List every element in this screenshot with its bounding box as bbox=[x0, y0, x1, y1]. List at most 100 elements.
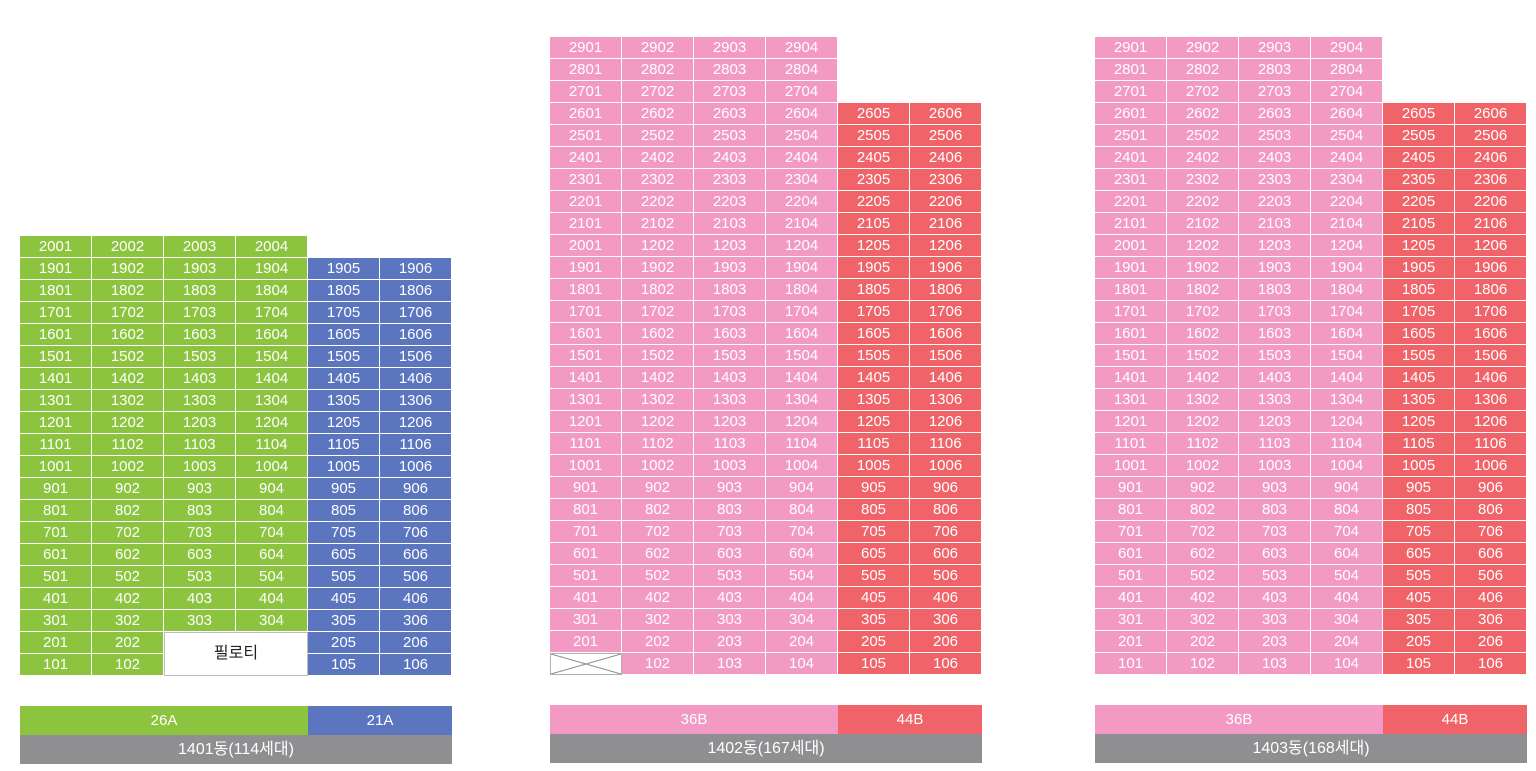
unit-cell: 1702 bbox=[622, 301, 694, 323]
unit-cell: 2803 bbox=[1239, 59, 1311, 81]
unit-cell: 1005 bbox=[838, 455, 910, 477]
unit-cell: 2804 bbox=[766, 59, 838, 81]
unit-cell: 102 bbox=[92, 654, 164, 676]
unit-cell: 1906 bbox=[380, 258, 452, 280]
unit-cell: 1206 bbox=[380, 412, 452, 434]
unit-cell: 904 bbox=[236, 478, 308, 500]
unit-cell: 1705 bbox=[1383, 301, 1455, 323]
unit-cell: 1703 bbox=[694, 301, 766, 323]
unit-cell: 1503 bbox=[1239, 345, 1311, 367]
unit-cell: 202 bbox=[92, 632, 164, 654]
unit-cell: 2603 bbox=[1239, 103, 1311, 125]
unit-cell: 402 bbox=[622, 587, 694, 609]
cross-mark-icon bbox=[551, 654, 621, 674]
unit-cell: 2105 bbox=[838, 213, 910, 235]
unit-cell: 2001 bbox=[550, 235, 622, 257]
unit-cell: 904 bbox=[766, 477, 838, 499]
unit-cell: 305 bbox=[1383, 609, 1455, 631]
unit-cell: 204 bbox=[1311, 631, 1383, 653]
unit-cell: 603 bbox=[164, 544, 236, 566]
unit-cell: 706 bbox=[1455, 521, 1527, 543]
unit-cell: 403 bbox=[164, 588, 236, 610]
unit-cell: 1403 bbox=[1239, 367, 1311, 389]
unit-cell: 1303 bbox=[1239, 389, 1311, 411]
building-label: 1402동(167세대) bbox=[550, 734, 982, 763]
unit-cell: 1301 bbox=[550, 389, 622, 411]
unit-cell: 1901 bbox=[20, 258, 92, 280]
unit-cell: 1001 bbox=[1095, 455, 1167, 477]
unit-cell: 1204 bbox=[1311, 235, 1383, 257]
unit-cell: 2503 bbox=[694, 125, 766, 147]
unit-cell: 706 bbox=[910, 521, 982, 543]
unit-cell: 1004 bbox=[236, 456, 308, 478]
unit-cell: 302 bbox=[1167, 609, 1239, 631]
unit-cell: 1902 bbox=[622, 257, 694, 279]
unit-cell: 2301 bbox=[1095, 169, 1167, 191]
unit-cell: 1604 bbox=[236, 324, 308, 346]
unit-cell: 1403 bbox=[164, 368, 236, 390]
unit-cell: 2101 bbox=[1095, 213, 1167, 235]
unit-cell: 2606 bbox=[1455, 103, 1527, 125]
unit-cell: 805 bbox=[308, 500, 380, 522]
unit-cell: 803 bbox=[694, 499, 766, 521]
unit-cell: 2401 bbox=[550, 147, 622, 169]
unit-cell: 305 bbox=[838, 609, 910, 631]
unit-cell: 202 bbox=[1167, 631, 1239, 653]
unit-cell: 704 bbox=[1311, 521, 1383, 543]
unit-cell: 504 bbox=[766, 565, 838, 587]
unit-cell: 602 bbox=[622, 543, 694, 565]
unit-cell: 1802 bbox=[622, 279, 694, 301]
unit-cell: 905 bbox=[1383, 477, 1455, 499]
unit-cell: 1302 bbox=[1167, 389, 1239, 411]
empty-unit-cross bbox=[550, 653, 622, 675]
unit-cell: 103 bbox=[1239, 653, 1311, 675]
unit-cell: 604 bbox=[236, 544, 308, 566]
unit-cell: 2206 bbox=[1455, 191, 1527, 213]
unit-cell: 1103 bbox=[164, 434, 236, 456]
unit-cell: 1604 bbox=[1311, 323, 1383, 345]
unit-cell: 701 bbox=[1095, 521, 1167, 543]
unit-cell: 1005 bbox=[1383, 455, 1455, 477]
unit-cell: 1602 bbox=[92, 324, 164, 346]
unit-cell: 901 bbox=[550, 477, 622, 499]
unit-cell: 2302 bbox=[622, 169, 694, 191]
unit-cell: 2502 bbox=[1167, 125, 1239, 147]
unit-cell: 1705 bbox=[838, 301, 910, 323]
unit-cell: 406 bbox=[380, 588, 452, 610]
unit-cell: 801 bbox=[550, 499, 622, 521]
unit-cell: 2203 bbox=[694, 191, 766, 213]
unit-cell: 905 bbox=[838, 477, 910, 499]
unit-cell: 802 bbox=[622, 499, 694, 521]
unit-cell: 2703 bbox=[1239, 81, 1311, 103]
unit-cell: 1105 bbox=[1383, 433, 1455, 455]
unit-cell: 205 bbox=[838, 631, 910, 653]
unit-cell: 2203 bbox=[1239, 191, 1311, 213]
unit-cell: 1205 bbox=[308, 412, 380, 434]
unit-cell: 1001 bbox=[550, 455, 622, 477]
unit-cell: 405 bbox=[1383, 587, 1455, 609]
unit-cell: 901 bbox=[1095, 477, 1167, 499]
unit-cell: 1202 bbox=[622, 411, 694, 433]
unit-cell: 1003 bbox=[1239, 455, 1311, 477]
unit-cell: 803 bbox=[1239, 499, 1311, 521]
unit-cell: 1203 bbox=[1239, 235, 1311, 257]
unit-cell: 2801 bbox=[1095, 59, 1167, 81]
unit-cell: 1405 bbox=[308, 368, 380, 390]
unit-cell: 1702 bbox=[1167, 301, 1239, 323]
unit-cell: 702 bbox=[1167, 521, 1239, 543]
unit-cell: 304 bbox=[766, 609, 838, 631]
unit-cell: 1903 bbox=[694, 257, 766, 279]
unit-cell: 103 bbox=[694, 653, 766, 675]
unit-cell: 1605 bbox=[1383, 323, 1455, 345]
unit-cell: 2603 bbox=[694, 103, 766, 125]
unit-cell: 605 bbox=[1383, 543, 1455, 565]
unit-cell: 2702 bbox=[622, 81, 694, 103]
unit-cell: 2502 bbox=[622, 125, 694, 147]
unit-cell: 1901 bbox=[550, 257, 622, 279]
unit-cell: 1604 bbox=[766, 323, 838, 345]
unit-cell: 1506 bbox=[910, 345, 982, 367]
unit-cell: 2605 bbox=[1383, 103, 1455, 125]
unit-cell: 2503 bbox=[1239, 125, 1311, 147]
unit-cell: 1601 bbox=[550, 323, 622, 345]
unit-cell: 1503 bbox=[164, 346, 236, 368]
